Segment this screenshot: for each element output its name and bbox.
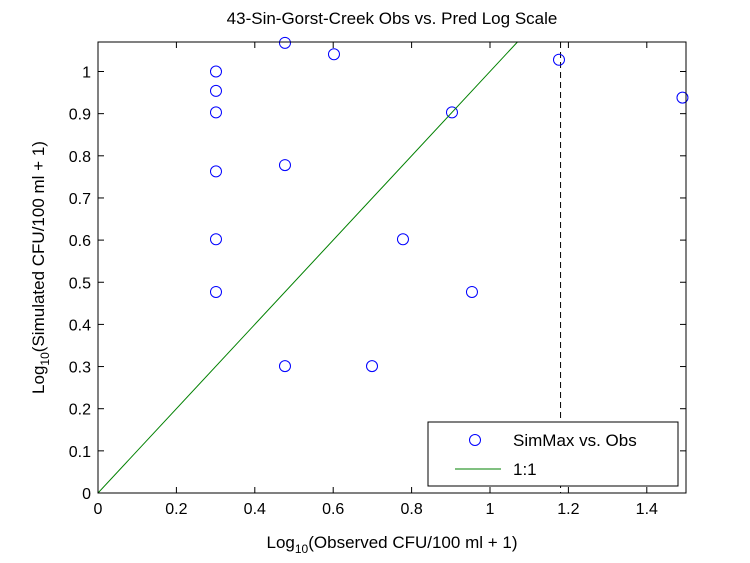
y-axis-label: Log10(Simulated CFU/100 ml + 1) bbox=[29, 141, 52, 394]
y-axis-label-suffix: (Simulated CFU/100 ml + 1) bbox=[29, 141, 48, 352]
x-tick-label: 0.4 bbox=[244, 501, 266, 518]
y-tick-label: 0.2 bbox=[69, 402, 91, 419]
data-point bbox=[366, 360, 379, 373]
y-axis-label-subscript: 10 bbox=[38, 352, 52, 366]
x-axis-label-prefix: Log bbox=[267, 533, 295, 552]
x-axis-label: Log10(Observed CFU/100 ml + 1) bbox=[267, 533, 518, 556]
one-to-one-line bbox=[98, 42, 518, 493]
x-tick-label: 0.2 bbox=[165, 501, 187, 518]
x-tick-label: 0.6 bbox=[322, 501, 344, 518]
data-point bbox=[209, 233, 222, 246]
plot-layer bbox=[98, 36, 689, 493]
data-point bbox=[209, 65, 222, 78]
axes-background bbox=[98, 42, 686, 493]
x-axis-label-suffix: (Observed CFU/100 ml + 1) bbox=[308, 533, 517, 552]
legend-label-one-to-one: 1:1 bbox=[513, 460, 537, 479]
x-tick-label: 1.2 bbox=[557, 501, 579, 518]
y-tick-label: 0.4 bbox=[69, 317, 91, 334]
ticks-layer: 0 0.2 0.4 0.6 0.8 1 1.2 1.4 0 0.1 0.2 0.3 0.4 0.5 0.6 0… bbox=[69, 42, 686, 518]
data-point bbox=[445, 106, 458, 119]
data-point bbox=[278, 36, 291, 49]
chart-title: 43-Sin-Gorst-Creek Obs vs. Pred Log Scal… bbox=[227, 9, 558, 28]
y-tick-label: 1 bbox=[82, 65, 91, 82]
data-point bbox=[209, 165, 222, 178]
data-point bbox=[676, 91, 689, 104]
data-point bbox=[552, 53, 565, 66]
y-tick-label: 0.7 bbox=[69, 191, 91, 208]
x-tick-label: 1.4 bbox=[636, 501, 658, 518]
y-tick-label: 0.3 bbox=[69, 360, 91, 377]
y-tick-label: 0.1 bbox=[69, 444, 91, 461]
x-tick-label: 0 bbox=[94, 501, 103, 518]
legend-marker-circle bbox=[469, 434, 481, 446]
y-tick-label: 0 bbox=[82, 486, 91, 503]
data-point bbox=[278, 159, 291, 172]
y-tick-label: 0.9 bbox=[69, 107, 91, 124]
x-axis-label-subscript: 10 bbox=[295, 542, 309, 556]
legend: SimMax vs. Obs 1:1 bbox=[427, 421, 679, 487]
x-tick-label: 0.8 bbox=[400, 501, 422, 518]
data-point bbox=[209, 106, 222, 119]
data-point bbox=[465, 285, 478, 298]
x-tick-label: 1 bbox=[486, 501, 495, 518]
legend-box bbox=[427, 421, 679, 487]
y-tick-label: 0.5 bbox=[69, 275, 91, 292]
data-point bbox=[327, 48, 340, 61]
legend-label-simmax: SimMax vs. Obs bbox=[513, 431, 637, 450]
data-point bbox=[278, 360, 291, 373]
y-tick-label: 0.6 bbox=[69, 233, 91, 250]
data-point bbox=[396, 233, 409, 246]
y-tick-label: 0.8 bbox=[69, 149, 91, 166]
y-axis-label-prefix: Log bbox=[29, 366, 48, 394]
data-point bbox=[209, 84, 222, 97]
axes-frame bbox=[97, 41, 687, 494]
data-point bbox=[209, 285, 222, 298]
